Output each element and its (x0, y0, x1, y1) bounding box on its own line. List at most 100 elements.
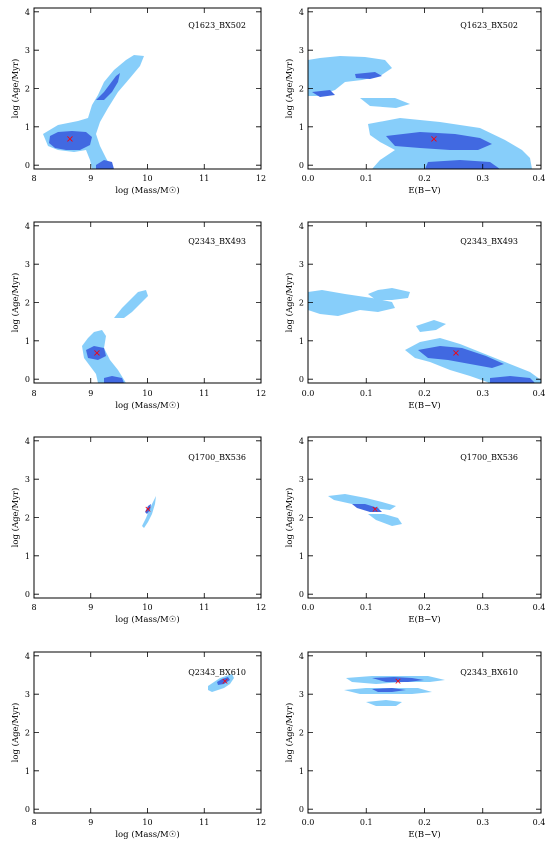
y-axis-label: log (Age/Myr) (10, 59, 21, 119)
y-tick-label: 0 (299, 375, 304, 384)
y-ticks (308, 11, 541, 166)
y-tick-label: 1 (299, 123, 304, 132)
y-axis-label: log (Age/Myr) (284, 703, 295, 763)
contour-68-region (355, 72, 382, 79)
y-tick-label: 0 (299, 590, 304, 599)
panel-q2343-bx610-mass: 8 9 10 11 12 0 1 2 3 4 log (Mass/M☉) log… (10, 651, 266, 840)
contour-68-region (312, 90, 335, 97)
x-tick-label: 11 (199, 818, 209, 827)
y-ticks (34, 440, 261, 595)
x-ticks (307, 437, 542, 598)
confidence-regions (308, 56, 532, 169)
x-tick-label: 0.0 (302, 818, 315, 827)
x-ticks (33, 437, 262, 598)
contour-95-region (142, 496, 156, 528)
contour-95-region (416, 320, 446, 332)
contour-95-region (308, 290, 395, 316)
y-tick-label: 4 (299, 8, 304, 17)
x-tick-label: 0.2 (418, 174, 431, 183)
best-fit-marker: × (452, 348, 460, 359)
x-ticks (307, 222, 542, 383)
x-ticks (33, 652, 262, 813)
y-axis-label: log (Age/Myr) (10, 703, 21, 763)
y-tick-label: 3 (299, 475, 304, 484)
contour-68-region (372, 677, 424, 682)
x-tick-label: 0.4 (533, 174, 546, 183)
x-axis-label: log (Mass/M☉) (115, 400, 179, 411)
x-tick-label: 8 (31, 174, 36, 183)
y-axis-label: log (Age/Myr) (284, 273, 295, 333)
x-tick-label: 8 (31, 818, 36, 827)
plot-frame (33, 221, 262, 384)
x-tick-label: 0.0 (302, 174, 315, 183)
x-axis-label: log (Mass/M☉) (115, 185, 179, 196)
contour-68-region (352, 504, 382, 512)
panel-q2343-bx493-mass: 8 9 10 11 12 0 1 2 3 4 log (Mass/M☉) log… (10, 221, 266, 411)
contour-68-region (86, 346, 106, 360)
best-fit-marker: × (430, 134, 438, 145)
x-tick-label: 12 (256, 603, 266, 612)
y-ticks (34, 655, 261, 810)
panel-q1623-ebv: 0.0 0.1 0.2 0.3 0.4 0 1 2 3 4 E(B−V) log… (284, 7, 546, 196)
y-tick-label: 2 (25, 85, 30, 94)
panel-title: Q2343_BX493 (460, 237, 518, 246)
x-tick-label: 11 (199, 603, 209, 612)
contour-68-region (52, 135, 62, 141)
x-tick-label: 10 (142, 818, 152, 827)
x-axis-label: log (Mass/M☉) (115, 614, 179, 625)
panel-title: Q2343_BX610 (188, 668, 246, 677)
confidence-regions (43, 55, 144, 169)
best-fit-marker: × (93, 348, 101, 359)
x-tick-label: 10 (142, 389, 152, 398)
x-tick-label: 8 (31, 389, 36, 398)
x-tick-label: 0.3 (476, 389, 489, 398)
y-tick-label: 1 (25, 337, 30, 346)
panel-title: Q2343_BX493 (188, 237, 246, 246)
panel-title: Q1700_BX536 (188, 453, 246, 462)
x-tick-label: 12 (256, 174, 266, 183)
y-tick-label: 3 (299, 260, 304, 269)
x-axis-label: E(B−V) (408, 614, 440, 625)
panel-q1700-mass: 8 9 10 11 12 0 1 2 3 4 log (Mass/M☉) log… (10, 436, 266, 625)
y-tick-label: 1 (25, 123, 30, 132)
confidence-regions (208, 674, 234, 692)
y-tick-label: 4 (25, 8, 30, 17)
x-tick-label: 0.4 (533, 389, 546, 398)
x-ticks (33, 8, 262, 169)
contour-68-region (96, 160, 114, 169)
y-tick-label: 0 (25, 590, 30, 599)
contour-68-region (490, 376, 535, 383)
contour-68-region (425, 160, 500, 169)
panel-title: Q2343_BX610 (460, 668, 518, 677)
y-tick-label: 2 (299, 729, 304, 738)
x-tick-label: 0.3 (476, 818, 489, 827)
confidence-regions (328, 494, 402, 526)
x-tick-label: 9 (88, 174, 93, 183)
confidence-regions (142, 496, 156, 528)
confidence-regions (82, 290, 148, 383)
x-tick-label: 0.2 (418, 603, 431, 612)
y-tick-label: 2 (299, 514, 304, 523)
contour-68-region (145, 504, 151, 514)
y-tick-label: 1 (25, 767, 30, 776)
x-tick-label: 0.1 (360, 818, 373, 827)
y-tick-label: 0 (25, 375, 30, 384)
x-tick-label: 0.1 (360, 389, 373, 398)
x-tick-label: 0.1 (360, 603, 373, 612)
x-tick-label: 9 (88, 389, 93, 398)
y-tick-label: 3 (25, 260, 30, 269)
best-fit-marker: × (394, 677, 402, 687)
y-tick-label: 3 (25, 690, 30, 699)
y-tick-label: 2 (25, 514, 30, 523)
y-tick-label: 3 (299, 46, 304, 55)
y-tick-label: 1 (299, 552, 304, 561)
contour-68-region (96, 73, 120, 100)
contour-95-region (308, 56, 392, 96)
x-tick-label: 9 (88, 818, 93, 827)
best-fit-marker: × (221, 677, 229, 687)
y-tick-label: 0 (25, 161, 30, 170)
y-axis-label: log (Age/Myr) (284, 59, 295, 119)
y-tick-label: 4 (25, 222, 30, 231)
contour-95-region (114, 290, 148, 318)
